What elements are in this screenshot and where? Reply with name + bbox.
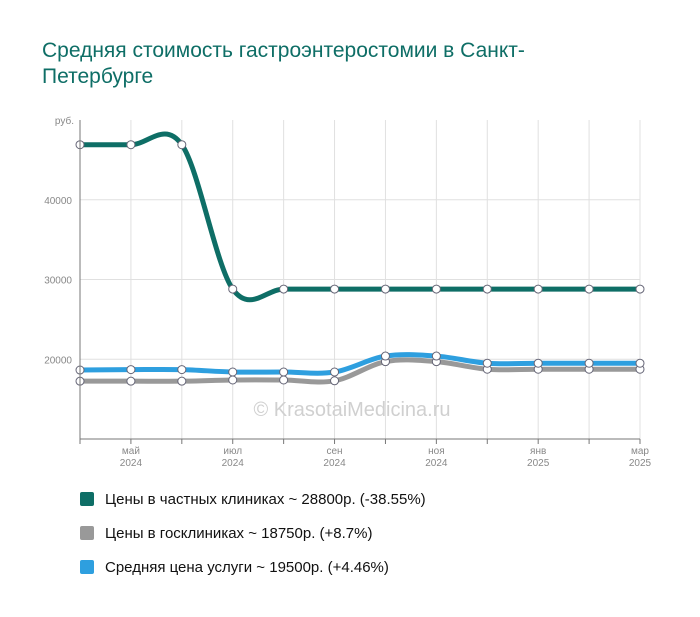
data-point xyxy=(533,358,543,368)
data-point xyxy=(482,284,492,294)
data-point xyxy=(279,375,289,385)
data-point xyxy=(279,367,289,377)
x-tick-label-year: 2025 xyxy=(527,458,550,469)
data-point xyxy=(380,351,390,361)
data-point xyxy=(330,367,340,377)
data-point xyxy=(126,376,136,386)
x-tick-label-year: 2025 xyxy=(629,458,652,469)
watermark: © KrasotaiMedicina.ru xyxy=(253,399,450,421)
data-point xyxy=(279,284,289,294)
axes: 200003000040000руб.май2024июл2024сен2024… xyxy=(44,115,651,469)
y-tick-label: 30000 xyxy=(44,276,72,287)
data-point xyxy=(177,376,187,386)
data-point xyxy=(177,365,187,375)
data-point xyxy=(635,284,645,294)
data-point xyxy=(228,375,238,385)
series-group xyxy=(75,131,645,386)
x-tick-label-month: май xyxy=(122,446,140,457)
legend-label: Средняя цена услуги ~ 19500р. (+4.46%) xyxy=(105,558,389,576)
data-point xyxy=(533,284,543,294)
data-point xyxy=(177,140,187,150)
data-point xyxy=(635,358,645,368)
y-unit-label: руб. xyxy=(55,115,74,127)
legend: Цены в частных клиниках ~ 28800р. (-38.5… xyxy=(80,488,426,590)
data-point xyxy=(126,140,136,150)
data-point xyxy=(584,284,594,294)
x-tick-label-month: ноя xyxy=(428,446,445,457)
data-point xyxy=(330,284,340,294)
chart-title: Средняя стоимость гастроэнтеростомии в С… xyxy=(42,39,525,88)
x-tick-label-month: июл xyxy=(223,446,242,457)
grid xyxy=(79,120,641,439)
data-point xyxy=(584,358,594,368)
legend-swatch xyxy=(80,526,94,540)
series-line-0 xyxy=(77,131,643,303)
legend-label: Цены в госклиниках ~ 18750р. (+8.7%) xyxy=(105,524,373,542)
x-tick-label-year: 2024 xyxy=(323,458,346,469)
legend-item: Цены в госклиниках ~ 18750р. (+8.7%) xyxy=(80,522,426,544)
data-point xyxy=(482,358,492,368)
data-point xyxy=(380,284,390,294)
x-tick-label-year: 2024 xyxy=(120,458,143,469)
data-point xyxy=(330,376,340,386)
y-tick-label: 20000 xyxy=(44,355,72,366)
data-point xyxy=(431,284,441,294)
x-tick-label-month: сен xyxy=(326,446,342,457)
x-tick-label-year: 2024 xyxy=(425,458,448,469)
legend-item: Средняя цена услуги ~ 19500р. (+4.46%) xyxy=(80,556,426,578)
data-point xyxy=(228,284,238,294)
data-point xyxy=(228,367,238,377)
data-point xyxy=(431,351,441,361)
legend-label: Цены в частных клиниках ~ 28800р. (-38.5… xyxy=(105,490,426,508)
y-tick-label: 40000 xyxy=(44,196,72,207)
x-tick-label-month: мар xyxy=(631,446,649,457)
legend-swatch xyxy=(80,492,94,506)
legend-item: Цены в частных клиниках ~ 28800р. (-38.5… xyxy=(80,488,426,510)
x-tick-label-year: 2024 xyxy=(222,458,245,469)
x-tick-label-month: янв xyxy=(530,446,546,457)
data-point xyxy=(126,365,136,375)
legend-swatch xyxy=(80,560,94,574)
line-chart: © KrasotaiMedicina.ru 20000 30000 40000 руб… xyxy=(44,115,651,469)
